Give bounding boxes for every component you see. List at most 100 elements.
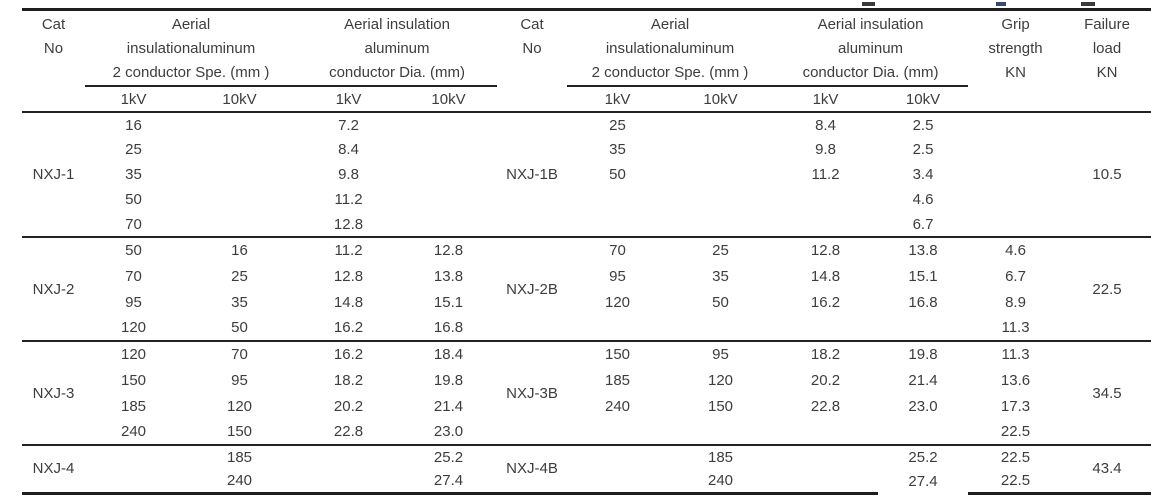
- value-cell: 2.5: [912, 141, 934, 158]
- value-cell: 70: [231, 346, 248, 363]
- value-cell: 3.4: [912, 166, 934, 183]
- value-cell: 15.1: [433, 293, 464, 311]
- value-cell: 12.8: [433, 242, 464, 259]
- value-cell: [297, 445, 400, 469]
- grip-strength-cell: 8.9: [1005, 293, 1026, 311]
- subheader-spe-1kv-left: 1kV: [85, 86, 182, 113]
- cat-label: NXJ-1: [32, 166, 75, 183]
- table-row: NXJ-4 185 25.2 NXJ-4B 185 25.2 22.5 43.4: [22, 445, 1151, 495]
- cat-label: NXJ-3B: [506, 384, 558, 402]
- failure-load-value: 34.5: [1092, 384, 1122, 402]
- table-row: 120 50 16.2 16.8 11.3: [22, 315, 1151, 341]
- grip-strength-cell: [968, 187, 1063, 212]
- header-line: KN: [1096, 64, 1118, 81]
- value-cell: [773, 445, 878, 469]
- value-cell: 50: [712, 293, 729, 311]
- subheader-spe-10kv-left: 10kV: [182, 86, 298, 113]
- value-cell: 11.2: [334, 242, 363, 259]
- value-cell: 11.2: [811, 166, 840, 183]
- value-cell: [668, 419, 773, 445]
- value-cell: 16.8: [908, 293, 938, 311]
- table-row: 240 150 22.8 23.0 22.5: [22, 419, 1151, 445]
- header-line: Aerial: [650, 16, 690, 33]
- grip-strength-cell: 6.7: [1005, 267, 1026, 285]
- value-cell: 25.2: [433, 449, 464, 466]
- value-cell: [297, 469, 401, 495]
- header-line: Aerial insulation: [817, 16, 924, 33]
- grip-strength-cell: [968, 212, 1063, 237]
- value-cell: 240: [668, 469, 774, 495]
- value-cell: 150: [226, 423, 253, 440]
- header-line: Cat: [520, 16, 544, 33]
- value-cell: 120: [120, 319, 147, 336]
- value-cell: [668, 315, 773, 341]
- cat-label: NXJ-2: [32, 280, 75, 298]
- grip-strength-cell: 17.3: [1000, 397, 1031, 415]
- value-cell: 19.8: [908, 346, 938, 363]
- value-cell: 20.2: [810, 371, 841, 389]
- clipped-text-fragment: [1081, 2, 1095, 6]
- value-cell: 25: [609, 116, 626, 134]
- value-cell: 21.4: [433, 397, 464, 415]
- value-cell: 120: [120, 346, 147, 363]
- value-cell: 27.4: [908, 472, 938, 490]
- grip-strength-cell: 22.5: [968, 469, 1064, 495]
- value-cell: 19.8: [433, 371, 464, 389]
- value-cell: 12.8: [333, 215, 364, 233]
- value-cell: 7.2: [338, 116, 359, 134]
- clipped-text-fragment: [862, 2, 875, 6]
- cat-label: NXJ-4: [22, 445, 85, 495]
- header-line: conductor Dia. (mm): [802, 64, 939, 81]
- grip-strength-cell: [968, 162, 1063, 187]
- value-cell: 18.2: [333, 371, 364, 389]
- block-NXJ-2: NXJ-2 50 16 11.2 12.8 NXJ-2B 70 25 12.8 13.8 4.6 22…: [22, 237, 1151, 341]
- value-cell: 185: [226, 449, 253, 466]
- table-row: 50 11.2 4.6: [22, 187, 1151, 212]
- value-cell: 13.8: [433, 267, 464, 285]
- header-line: load: [1092, 40, 1122, 57]
- header-line: Failure: [1084, 16, 1130, 33]
- header-line: KN: [1005, 64, 1026, 81]
- value-cell: 9.8: [338, 166, 359, 183]
- value-cell: 11.2: [334, 191, 363, 208]
- failure-load-value: 22.5: [1092, 280, 1122, 298]
- value-cell: 95: [125, 293, 142, 311]
- header-spe-group-right: Aerial insulationaluminum 2 conductor Sp…: [567, 9, 774, 87]
- value-cell: 8.4: [815, 116, 836, 134]
- value-cell: [567, 419, 668, 445]
- header-line: Aerial: [171, 16, 211, 33]
- cat-label: NXJ-1B: [506, 166, 558, 183]
- value-cell: [182, 112, 297, 137]
- value-cell: [773, 315, 878, 341]
- cable-spec-table: Cat No Aerial insulationaluminum 2 condu…: [22, 8, 1151, 495]
- header-line: strength: [988, 40, 1043, 57]
- failure-load-value: 43.4: [1063, 445, 1151, 495]
- value-cell: 23.0: [908, 397, 938, 415]
- value-cell: 9.8: [815, 141, 836, 158]
- value-cell: [773, 187, 878, 212]
- header-line: insulationaluminum: [605, 40, 735, 57]
- value-cell: 70: [125, 267, 142, 285]
- grip-strength-cell: 22.5: [1000, 423, 1031, 440]
- value-cell: 50: [231, 319, 248, 336]
- value-cell: 95: [712, 346, 729, 363]
- value-cell: 21.4: [908, 371, 938, 389]
- grip-strength-cell: 22.5: [1000, 449, 1031, 466]
- value-cell: 185: [605, 371, 631, 389]
- value-cell: 25: [712, 242, 729, 259]
- block-NXJ-1: NXJ-1 16 7.2 NXJ-1B 25 8.4 2.5 10.5 25 8.4 35 9.8 2.…: [22, 112, 1151, 237]
- table-row: 150 95 18.2 19.8 185 120 20.2 21.4 13.6: [22, 367, 1151, 393]
- value-cell: [182, 212, 297, 237]
- header-dia-group-left: Aerial insulation aluminum conductor Dia…: [297, 9, 498, 87]
- value-cell: 16: [125, 116, 142, 134]
- value-cell: 16.2: [333, 346, 364, 363]
- value-cell: [567, 469, 669, 495]
- value-cell: 27.4: [400, 469, 498, 495]
- grip-strength-cell: 4.6: [1005, 242, 1026, 259]
- table-row: 240 27.4 240 27.4 22.5: [22, 469, 1151, 495]
- subheader-dia-1kv-left: 1kV: [297, 86, 401, 113]
- value-cell: 70: [125, 215, 142, 233]
- value-cell: 2.5: [912, 116, 934, 134]
- clipped-text-fragment: [996, 2, 1006, 6]
- value-cell: 6.7: [912, 215, 934, 233]
